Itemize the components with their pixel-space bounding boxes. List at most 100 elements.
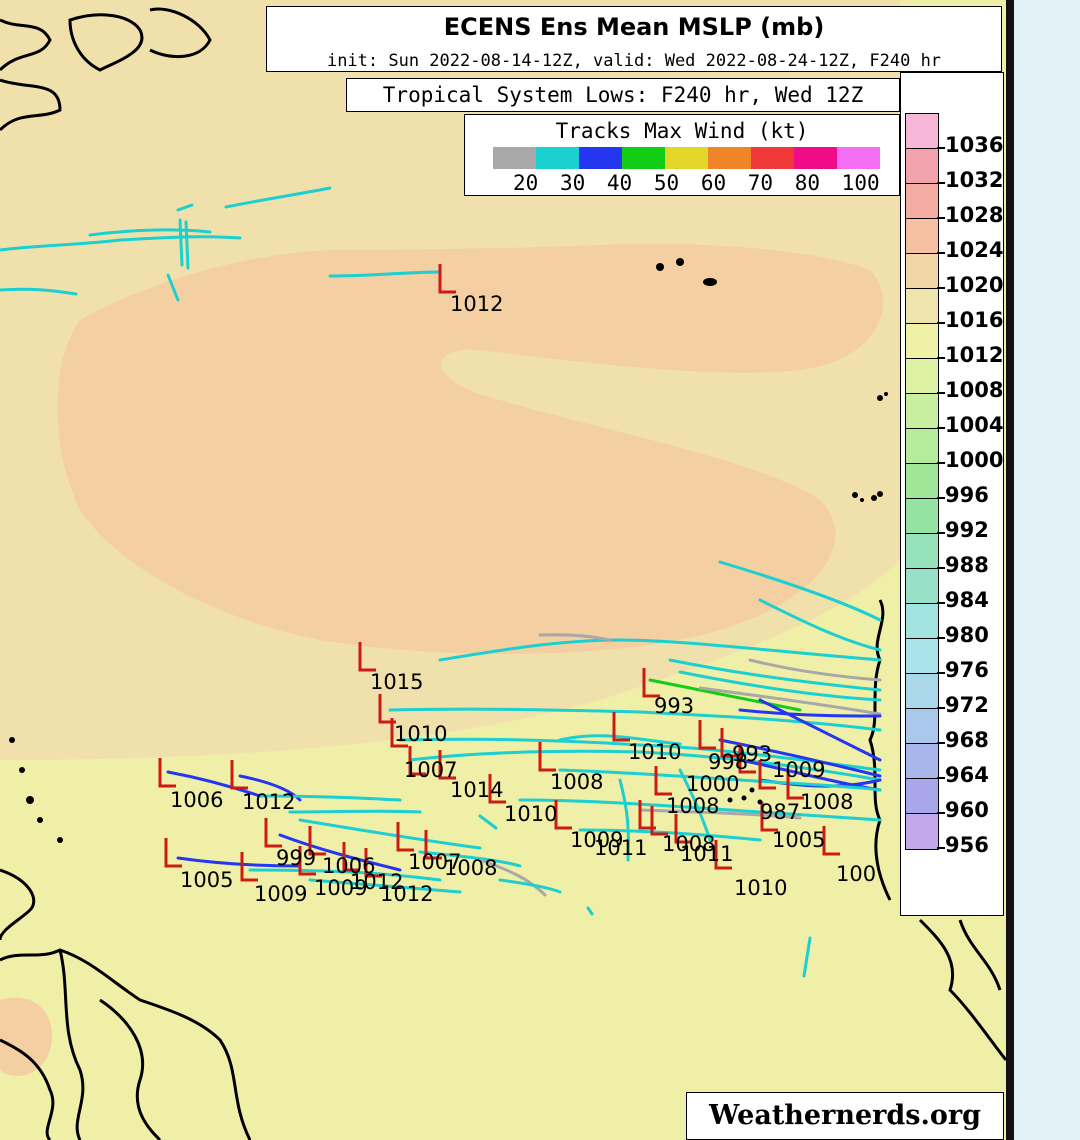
wind-color-swatch	[794, 147, 837, 169]
pressure-legend: 1036 1032 1028 1024 1020 1016 1012 1008 1004 1000…	[900, 72, 1004, 916]
track-30kt	[166, 273, 180, 302]
pressure-color-swatch	[906, 499, 938, 534]
low-label: 987	[760, 800, 801, 824]
pressure-legend-label: 988	[945, 553, 989, 577]
pressure-color-swatch	[906, 674, 938, 709]
low-label: 999	[276, 846, 317, 870]
track-20kt	[478, 858, 547, 897]
wind-label: 100	[841, 171, 880, 195]
pressure-tick	[937, 707, 945, 709]
pressure-legend-label: 1008	[945, 378, 1004, 402]
low-label: 1006	[170, 788, 224, 812]
pressure-legend-label: 968	[945, 728, 989, 752]
pressure-color-swatch	[906, 254, 938, 289]
low-label: 1014	[450, 778, 504, 802]
wind-color-swatch	[665, 147, 708, 169]
track-20kt	[748, 658, 882, 682]
track-30kt	[438, 638, 882, 662]
pressure-tick	[937, 567, 945, 569]
track-30kt	[586, 906, 594, 916]
pressure-color-swatch	[906, 604, 938, 639]
pressure-legend-label: 1004	[945, 413, 1004, 437]
track-30kt	[288, 809, 422, 814]
track-40kt	[758, 698, 882, 762]
track-20kt	[698, 686, 882, 716]
track-30kt	[802, 936, 812, 978]
track-30kt	[178, 218, 184, 267]
pressure-color-swatch	[906, 814, 938, 849]
wind-color-swatch	[708, 147, 751, 169]
track-30kt	[408, 749, 882, 782]
track-20kt	[638, 808, 802, 820]
pressure-tick	[937, 742, 945, 744]
pressure-legend-label: 996	[945, 483, 989, 507]
pressure-tick	[937, 672, 945, 674]
pressure-color-bar	[905, 113, 939, 850]
pressure-tick	[937, 637, 945, 639]
pressure-legend-label: 1000	[945, 448, 1004, 472]
track-30kt	[328, 270, 442, 278]
wind-legend: Tracks Max Wind (kt) 20 30 40 50 60 70 8…	[464, 114, 900, 196]
pressure-color-swatch	[906, 359, 938, 394]
small-high-region	[0, 997, 52, 1076]
low-label: 1008	[444, 856, 498, 880]
low-markers	[158, 264, 840, 882]
low-label: 998	[708, 750, 749, 774]
low-label: 993	[732, 742, 773, 766]
pressure-color-swatch	[906, 709, 938, 744]
low-label: 1005	[180, 868, 234, 892]
pressure-color-swatch	[906, 219, 938, 254]
track-30kt	[248, 868, 442, 882]
pressure-legend-label: 980	[945, 623, 989, 647]
low-label: 993	[654, 694, 695, 718]
wind-label: 40	[606, 171, 633, 195]
wind-color-swatch	[622, 147, 665, 169]
low-label: 1009	[314, 876, 368, 900]
low-label: 1008	[666, 794, 720, 818]
low-label: 1008	[800, 790, 854, 814]
track-50kt	[648, 678, 802, 712]
track-30kt	[398, 737, 882, 772]
frame-edge	[1006, 0, 1014, 1140]
pressure-legend-label: 1012	[945, 343, 1004, 367]
track-40kt	[166, 770, 262, 798]
pressure-color-swatch	[906, 779, 938, 814]
pressure-legend-label: 1024	[945, 238, 1004, 262]
pressure-legend-label: 964	[945, 763, 989, 787]
pressure-color-swatch	[906, 429, 938, 464]
pressure-tick	[937, 497, 945, 499]
pressure-legend-label: 1036	[945, 133, 1004, 157]
track-30kt	[758, 598, 882, 652]
pressure-color-swatch	[906, 149, 938, 184]
pressure-legend-label: 1020	[945, 273, 1004, 297]
pressure-tick	[937, 322, 945, 324]
pressure-legend-label: 972	[945, 693, 989, 717]
wind-legend-title: Tracks Max Wind (kt)	[555, 119, 809, 143]
pressure-tick	[937, 287, 945, 289]
map-area: 1012 1015 1010 1007 1014 1008 1010 993 1…	[0, 0, 1006, 1140]
low-label: 1012	[450, 292, 504, 316]
track-30kt	[478, 814, 498, 830]
track-30kt	[668, 658, 882, 692]
pressure-tick	[937, 182, 945, 184]
pressure-color-swatch	[906, 114, 938, 149]
pressure-legend-label: 992	[945, 518, 989, 542]
low-label: 1007	[408, 850, 462, 874]
track-30kt	[0, 235, 242, 252]
low-center-dots	[727, 787, 763, 805]
low-label: 1007	[404, 758, 458, 782]
low-label: 1006	[322, 854, 376, 878]
wind-label: 20	[513, 171, 539, 195]
pressure-tick	[937, 602, 945, 604]
low-label: 1010	[734, 876, 788, 900]
low-label: 1010	[394, 722, 448, 746]
islands	[9, 258, 888, 843]
low-label: 1008	[550, 770, 604, 794]
wind-color-swatch	[579, 147, 622, 169]
track-30kt	[618, 778, 630, 862]
pressure-legend-label: 976	[945, 658, 989, 682]
pressure-color-swatch	[906, 639, 938, 674]
pressure-color-swatch	[906, 394, 938, 429]
wind-legend-labels: 20 30 40 50 60 70 80 100	[513, 171, 889, 195]
pressure-legend-label: 956	[945, 833, 989, 857]
